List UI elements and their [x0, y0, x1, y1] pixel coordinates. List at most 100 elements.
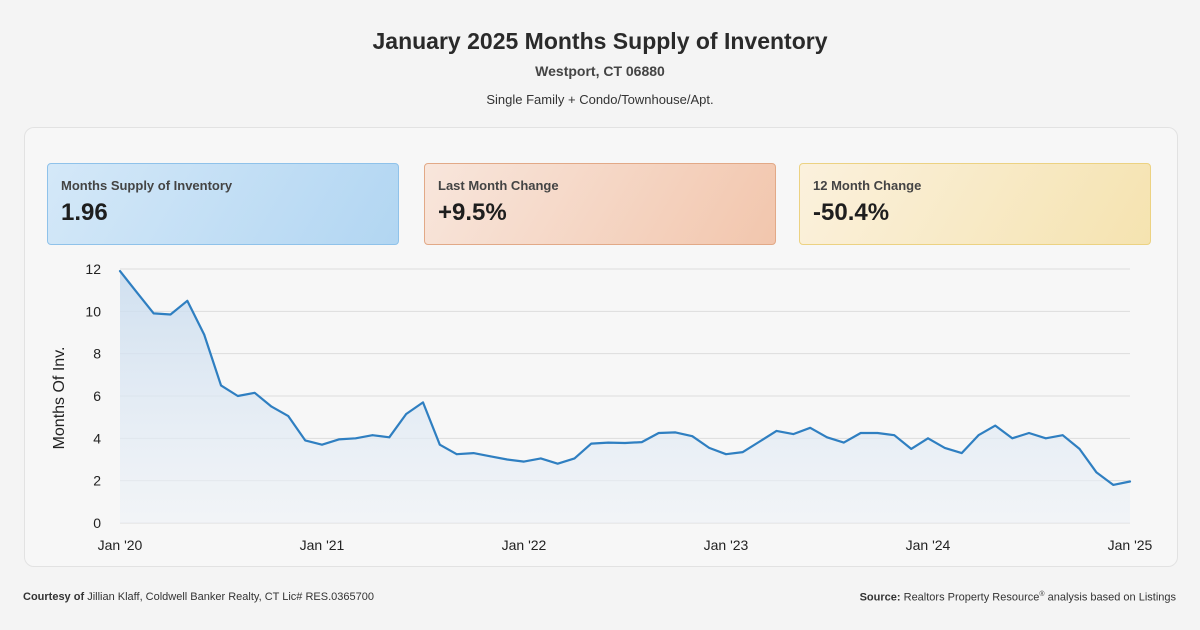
data-point [775, 430, 778, 432]
y-axis-label: Months Of Inv. [51, 347, 68, 450]
months-supply-card: Months Supply of Inventory 1.96 [47, 163, 399, 245]
chart-title: January 2025 Months Supply of Inventory [372, 28, 828, 54]
data-point [725, 453, 727, 456]
data-point [640, 441, 643, 443]
data-point [842, 441, 845, 444]
y-tick-label: 6 [93, 388, 101, 404]
data-point [539, 457, 542, 460]
source-text-tail: analysis based on Listings [1044, 591, 1176, 604]
data-point [758, 440, 761, 443]
data-point [708, 447, 711, 449]
x-tick-label: Jan '24 [906, 537, 951, 553]
twelve-month-change-label: 12 Month Change [813, 178, 922, 193]
data-point [607, 441, 610, 444]
x-tick-label: Jan '20 [98, 537, 143, 553]
data-point [472, 452, 475, 454]
x-tick-labels: Jan '20 Jan '21 Jan '22 Jan '23 Jan '24 Jan '… [98, 537, 1153, 553]
data-point [573, 457, 576, 460]
last-month-change-value: +9.5% [438, 199, 507, 226]
twelve-month-change-value: -50.4% [813, 199, 890, 226]
data-point [304, 439, 307, 442]
x-tick-label: Jan '22 [502, 537, 547, 553]
data-point [337, 438, 340, 441]
twelve-month-change-card: 12 Month Change -50.4% [799, 163, 1151, 245]
data-point [910, 448, 913, 450]
data-point [1061, 434, 1064, 437]
data-point [590, 442, 593, 445]
data-point [354, 437, 357, 440]
data-point [691, 435, 694, 438]
source-footer: Source: Realtors Property Resource® anal… [860, 591, 1176, 604]
data-point [859, 432, 862, 434]
data-point [624, 442, 626, 444]
data-point [960, 452, 963, 454]
data-point [943, 447, 946, 449]
data-point [1078, 448, 1081, 450]
data-points [119, 270, 1131, 486]
data-point [186, 299, 189, 302]
data-point [135, 291, 138, 294]
courtesy-text: Jillian Klaff, Coldwell Banker Realty, C… [87, 591, 374, 603]
x-tick-label: Jan '23 [704, 537, 749, 553]
data-point [1129, 480, 1131, 483]
data-point [388, 436, 391, 439]
courtesy-footer: Courtesy of Jillian Klaff, Coldwell Bank… [23, 591, 374, 603]
series-area [120, 271, 1130, 523]
data-point [287, 415, 290, 417]
data-point [1112, 484, 1115, 486]
data-point [977, 434, 980, 437]
registered-mark: ® [1039, 591, 1045, 598]
data-point [741, 451, 744, 453]
data-point [321, 443, 323, 446]
source-text: Realtors Property Resource [903, 591, 1040, 604]
y-tick-labels: 0 2 4 6 8 10 12 [85, 261, 101, 531]
location-subtitle: Westport, CT 06880 [535, 63, 665, 79]
data-point [236, 395, 239, 397]
x-tick-label: Jan '25 [1108, 537, 1153, 553]
data-point [1011, 437, 1014, 440]
data-point [119, 270, 121, 272]
months-supply-value: 1.96 [61, 199, 108, 226]
last-month-change-label: Last Month Change [438, 178, 559, 193]
data-point [1095, 471, 1098, 474]
data-point [489, 455, 492, 458]
data-point [455, 453, 458, 456]
y-tick-label: 4 [93, 430, 101, 446]
data-point [152, 312, 155, 315]
property-types-subtitle: Single Family + Condo/Townhouse/Apt. [486, 92, 714, 107]
data-point [994, 424, 997, 427]
data-point [1044, 437, 1047, 440]
data-point [674, 431, 677, 434]
months-supply-label: Months Supply of Inventory [61, 178, 233, 193]
x-tick-label: Jan '21 [300, 537, 345, 553]
data-point [438, 443, 441, 446]
data-point [253, 391, 256, 394]
data-point [1028, 432, 1030, 434]
data-point [270, 405, 273, 408]
data-point [657, 432, 660, 434]
data-point [893, 434, 896, 437]
y-tick-label: 12 [85, 261, 101, 277]
y-tick-label: 2 [93, 473, 101, 489]
courtesy-label: Courtesy of [23, 591, 85, 603]
y-tick-label: 8 [93, 346, 101, 362]
data-point [556, 462, 559, 465]
data-point [809, 426, 812, 429]
data-point [927, 437, 929, 440]
last-month-change-card: Last Month Change +9.5% [424, 163, 776, 245]
data-point [792, 433, 795, 435]
data-point [169, 313, 172, 316]
data-point [422, 401, 424, 404]
data-point [220, 384, 222, 387]
data-point [876, 432, 879, 434]
data-point [371, 434, 374, 437]
data-point [405, 413, 408, 415]
data-point [203, 333, 206, 336]
data-point [523, 460, 525, 463]
y-tick-label: 10 [85, 303, 101, 319]
data-point [826, 436, 828, 439]
data-point [506, 458, 509, 461]
source-label: Source: [859, 591, 901, 604]
y-tick-label: 0 [93, 515, 101, 531]
